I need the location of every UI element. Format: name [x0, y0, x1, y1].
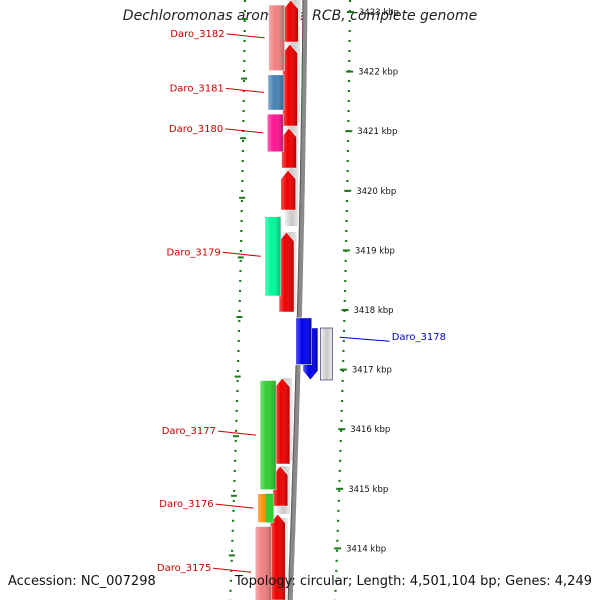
gene-shading [260, 380, 276, 490]
orf-shading [283, 0, 299, 42]
kbp-label: 3419 kbp [355, 246, 395, 256]
orf-shading [274, 378, 290, 464]
gene-leader-line [225, 128, 264, 134]
gene-leader-line [213, 567, 252, 573]
kbp-label: 3418 kbp [354, 306, 394, 316]
gene-track [254, 4, 313, 600]
orf-shading [279, 232, 294, 312]
orf-shading [282, 44, 298, 126]
gene-leader-line [222, 251, 261, 257]
kbp-label: 3416 kbp [350, 425, 390, 435]
orf-shading [280, 170, 296, 210]
gene-shading [267, 74, 284, 111]
gene-shading [295, 317, 312, 365]
kbp-label: 3415 kbp [348, 485, 388, 495]
dotted-guide-rings [229, 0, 352, 600]
gene-leader-line [226, 33, 265, 39]
gene-label-daro-3178[interactable]: Daro_3178 [392, 332, 446, 343]
backbone-line [287, 0, 308, 600]
gene-leader-line [339, 336, 390, 342]
accession-text: Accession: NC_007298 [8, 574, 156, 589]
kbp-label: 3421 kbp [357, 127, 397, 137]
gene-label-daro-3181[interactable]: Daro_3181 [170, 83, 224, 94]
kbp-label: 3423 kbp [359, 8, 399, 18]
gene-labels: Daro_3182 Daro_3181 Daro_3180 Daro_3179 Daro… [157, 29, 446, 574]
gene-subblock [265, 493, 274, 523]
kbp-label: 3420 kbp [356, 187, 396, 197]
kbp-label: 3417 kbp [352, 366, 392, 376]
gene-label-daro-3182[interactable]: Daro_3182 [170, 29, 224, 40]
gc-segment [320, 327, 333, 381]
gene-leader-line [215, 503, 254, 509]
gene-shading [264, 216, 281, 296]
gene-label-daro-3180[interactable]: Daro_3180 [169, 124, 223, 135]
kbp-ruler: 3423 kbp 3422 kbp 3421 kbp 3420 kbp 3419 kbp… [228, 8, 399, 557]
orf-shading [272, 466, 288, 506]
gene-shading [268, 5, 285, 71]
orf-shading [281, 128, 297, 168]
topology-text: Topology: circular; Length: 4,501,104 bp… [234, 574, 592, 589]
gene-label-daro-3177[interactable]: Daro_3177 [162, 426, 216, 437]
backbone-edge [287, 0, 304, 600]
kbp-label: 3422 kbp [358, 68, 398, 78]
kbp-label: 3414 kbp [346, 544, 386, 554]
orf-shading [270, 514, 286, 600]
gene-leader-line [225, 87, 264, 93]
gene-label-daro-3176[interactable]: Daro_3176 [159, 499, 213, 510]
orf-track [270, 0, 319, 600]
gene-label-daro-3175[interactable]: Daro_3175 [157, 563, 211, 574]
gene-shading [255, 526, 272, 600]
gene-label-daro-3179[interactable]: Daro_3179 [167, 247, 221, 258]
outer-dotted-ring [334, 0, 352, 600]
genome-backbone [287, 0, 308, 600]
inner-dotted-ring [229, 0, 247, 600]
gene-leader-line [217, 430, 257, 436]
gene-shading [267, 114, 284, 152]
